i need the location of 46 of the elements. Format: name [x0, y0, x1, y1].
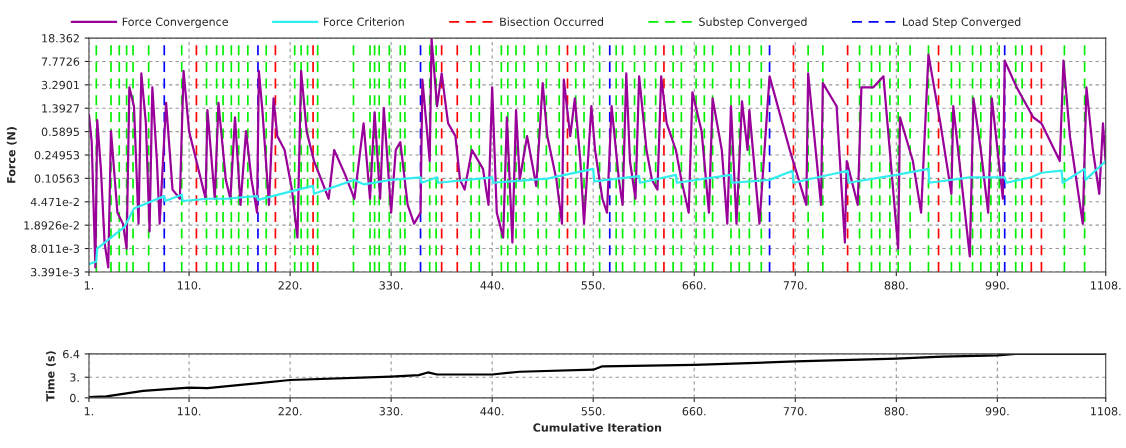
x-tick-label: 990.: [985, 281, 1009, 290]
x-tick-label: 330.: [379, 281, 403, 290]
y-axis-title: Force (N): [6, 127, 17, 183]
x-tick-label: 440.: [480, 281, 504, 290]
y-tick-label: 1.8926e-2: [24, 221, 79, 230]
y-tick-label: 0.: [70, 393, 79, 403]
y-tick-label: 3.391e-3: [31, 267, 80, 277]
y-tick-label: 18.362: [42, 34, 79, 43]
y-tick-label: 0.10563: [34, 174, 80, 183]
y-tick-label: 7.7726: [41, 57, 80, 66]
x-tick-label: 1108.: [1091, 407, 1121, 416]
x-tick-label: 550.: [581, 407, 605, 416]
y-tick-label: 4.471e-2: [30, 197, 79, 207]
x-tick-label: 110.: [177, 281, 201, 290]
legend-label: Force Criterion: [324, 17, 404, 26]
x-tick-label: 1.: [84, 281, 94, 290]
y-tick-label: 0.5895: [41, 127, 79, 136]
x-tick-label: 770.: [783, 407, 807, 416]
x-tick-label: 880.: [884, 281, 908, 290]
y-tick-label: 6.4: [63, 349, 80, 359]
x-tick-label: 770.: [783, 281, 807, 290]
x-tick-label: 1108.: [1091, 281, 1121, 290]
legend-label: Force Convergence: [122, 17, 228, 29]
line-series: [88, 159, 1106, 266]
x-tick-label: 660.: [682, 281, 706, 290]
legend-label: Substep Converged: [699, 17, 807, 29]
y-tick-label: 3.2901: [41, 80, 79, 90]
x-tick-label: 990.: [985, 407, 1009, 416]
line-series: [88, 38, 1106, 269]
x-tick-label: 110.: [177, 407, 201, 416]
legend-label: Bisection Occurred: [500, 17, 603, 26]
y-tick-label: 3.: [70, 373, 79, 382]
x-tick-label: 1.: [84, 407, 94, 416]
x-tick-label: 550.: [581, 281, 605, 290]
y-tick-label: 0.24953: [34, 150, 80, 160]
y-axis-title: Time (s): [45, 351, 56, 402]
y-tick-label: 1.3927: [42, 104, 79, 113]
legend-label: Load Step Converged: [903, 17, 1021, 29]
x-tick-label: 440.: [480, 407, 504, 416]
y-tick-label: 8.011e-3: [30, 244, 80, 253]
x-tick-label: 660.: [682, 407, 706, 416]
x-tick-label: 330.: [379, 407, 403, 416]
x-tick-label: 220.: [278, 407, 302, 416]
x-tick-label: 880.: [884, 407, 908, 416]
x-axis-title: Cumulative Iteration: [533, 423, 662, 432]
x-tick-label: 220.: [278, 281, 302, 290]
